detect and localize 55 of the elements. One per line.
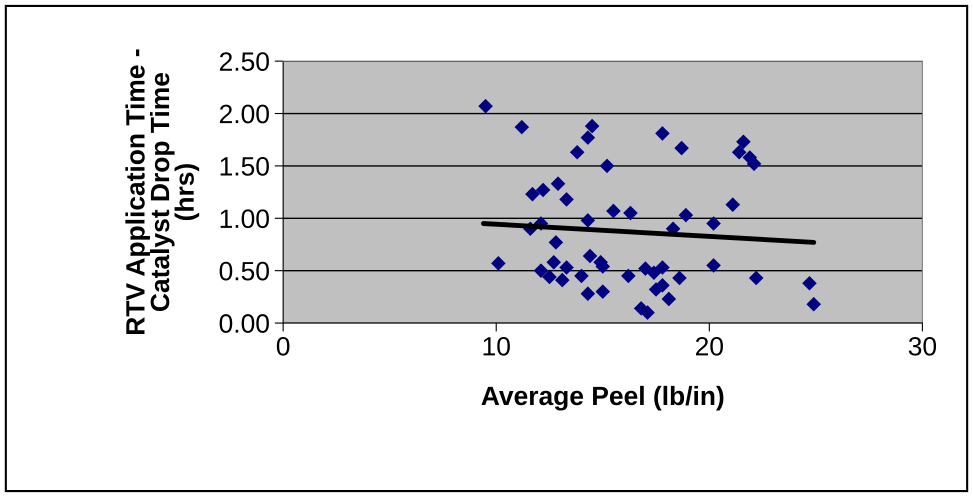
point: [706, 258, 721, 273]
point: [678, 208, 694, 222]
point: [725, 197, 740, 212]
point: [600, 158, 614, 174]
point: [580, 130, 596, 145]
point: [525, 186, 540, 202]
point: [548, 235, 564, 250]
point: [584, 118, 600, 134]
point: [655, 126, 670, 141]
point: [559, 192, 574, 207]
point: [674, 140, 689, 156]
x-tick-label: 10: [484, 336, 510, 356]
point: [580, 286, 596, 301]
y-tick-label: 0.50: [220, 262, 269, 280]
point: [655, 278, 670, 293]
point: [491, 256, 506, 271]
point: [534, 263, 548, 278]
point: [640, 305, 655, 320]
x-axis-title: Average Peel (lb/in): [481, 386, 724, 411]
point: [478, 98, 493, 114]
point: [646, 265, 662, 280]
point: [550, 176, 566, 191]
point: [748, 270, 764, 286]
point: [570, 144, 584, 160]
point: [802, 276, 817, 291]
y-tick-label: 1.50: [220, 157, 269, 176]
point: [621, 268, 636, 284]
point: [606, 204, 621, 218]
point: [536, 182, 550, 198]
x-tick-label: 0: [276, 336, 290, 356]
point: [672, 270, 687, 286]
point: [546, 255, 562, 270]
point: [806, 296, 822, 312]
point: [580, 213, 596, 228]
point: [582, 248, 598, 264]
point: [706, 216, 721, 231]
point: [746, 156, 762, 172]
x-tick-label: 20: [696, 336, 723, 356]
point: [595, 284, 610, 299]
point: [732, 144, 746, 160]
y-tick-label: 1.00: [220, 209, 269, 228]
point: [514, 120, 530, 134]
point: [559, 260, 574, 275]
y-axis-title: RTV Application Time - Catalyst Drop Time (hrs): [125, 49, 200, 334]
point: [574, 268, 589, 284]
point: [655, 260, 670, 275]
y-tick-label: 2.00: [220, 104, 269, 124]
point: [623, 206, 638, 220]
point: [542, 270, 557, 284]
y-tick-label: 2.50: [220, 52, 269, 71]
y-tick-label: 0.00: [220, 314, 269, 333]
point: [555, 272, 570, 288]
point: [662, 292, 676, 306]
point: [736, 134, 751, 150]
x-tick-label: 30: [908, 336, 936, 356]
